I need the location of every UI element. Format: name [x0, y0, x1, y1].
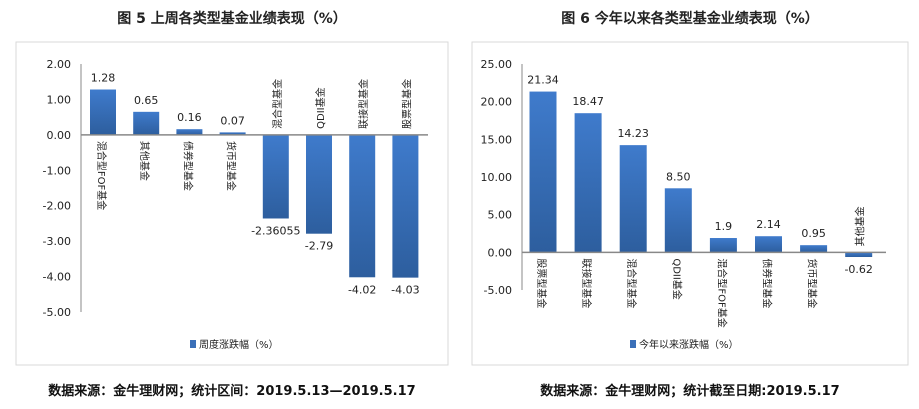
bar	[709, 238, 737, 253]
data-label: 0.07	[220, 114, 245, 127]
y-tick-label: 2.00	[47, 58, 72, 71]
data-label: 1.28	[91, 72, 116, 85]
legend-label: 周度涨跌幅（%）	[199, 338, 279, 351]
x-tick-label: 联接型基金	[580, 258, 593, 308]
y-tick-label: -1.00	[43, 164, 71, 177]
data-label: 0.65	[134, 94, 159, 107]
x-tick-label: 货币型基金	[225, 141, 238, 191]
x-tick-label: 其他基金	[138, 141, 151, 181]
bar	[664, 188, 692, 253]
x-tick-label: 联接型基金	[357, 79, 370, 129]
data-label: 1.9	[715, 220, 733, 233]
data-label: -4.03	[391, 284, 419, 297]
data-label: -2.79	[305, 240, 333, 253]
x-tick-label: 股票型基金	[400, 79, 413, 129]
y-tick-label: 0.00	[488, 246, 513, 259]
bar	[133, 111, 160, 135]
source-note-ytd: 数据来源：金牛理财网；统计截至日期:2019.5.17	[540, 384, 840, 399]
y-tick-label: 5.00	[488, 209, 513, 222]
x-tick-label: 混合型基金	[625, 258, 638, 308]
x-tick-label: 混合型FOF基金	[95, 141, 108, 210]
bar	[755, 236, 782, 253]
y-tick-label: 0.00	[47, 129, 72, 142]
x-tick-label: 其他基金	[854, 206, 867, 246]
bar	[219, 132, 246, 135]
y-tick-label: 15.00	[481, 133, 513, 146]
chart-title-ytd: 图 6 今年以来各类型基金业绩表现（%）	[561, 11, 819, 27]
x-tick-label: 货币型基金	[806, 258, 819, 308]
bar	[349, 134, 376, 278]
x-tick-label: QDII基金	[314, 87, 327, 128]
y-tick-label: -5.00	[484, 284, 512, 297]
x-tick-label: 债券型基金	[761, 258, 774, 308]
bar	[90, 89, 116, 135]
y-tick-label: 25.00	[481, 58, 513, 71]
data-label: -4.02	[348, 283, 376, 296]
data-label: 0.16	[177, 111, 202, 124]
x-tick-label: QDII基金	[670, 258, 683, 299]
legend-label: 今年以来涨跌幅（%）	[639, 338, 739, 351]
bar	[306, 134, 332, 234]
x-tick-label: 混合型FOF基金	[715, 258, 728, 327]
bar	[574, 113, 602, 253]
x-tick-label: 混合型基金	[271, 79, 284, 129]
y-tick-label: -2.00	[43, 200, 71, 213]
y-tick-label: -3.00	[43, 235, 71, 248]
x-tick-label: 股票型基金	[535, 258, 548, 308]
data-label: -0.62	[844, 263, 872, 276]
y-tick-label: -4.00	[43, 271, 71, 284]
data-label: -2.36055	[251, 224, 300, 237]
legend-swatch	[630, 340, 636, 348]
data-label: 0.95	[801, 227, 826, 240]
data-label: 18.47	[572, 95, 604, 108]
y-tick-label: 10.00	[481, 171, 513, 184]
y-tick-label: 1.00	[47, 93, 72, 106]
bar	[262, 134, 289, 219]
bar	[800, 245, 828, 253]
source-note-weekly: 数据来源：金牛理财网；统计区间：2019.5.13—2019.5.17	[48, 384, 416, 399]
data-label: 14.23	[617, 127, 649, 140]
data-label: 21.34	[527, 74, 559, 87]
legend-swatch	[190, 340, 196, 348]
bar	[845, 252, 873, 258]
y-tick-label: -5.00	[43, 306, 71, 319]
bar	[392, 134, 419, 278]
bar	[619, 145, 647, 253]
data-label: 8.50	[666, 170, 691, 183]
bar	[176, 129, 203, 135]
y-tick-label: 20.00	[481, 96, 513, 109]
chart-title-weekly: 图 5 上周各类型基金业绩表现（%）	[117, 11, 347, 27]
data-label: 2.14	[756, 218, 781, 231]
chart-frame	[15, 41, 449, 366]
x-tick-label: 债券型基金	[181, 141, 194, 191]
bar	[529, 91, 557, 253]
